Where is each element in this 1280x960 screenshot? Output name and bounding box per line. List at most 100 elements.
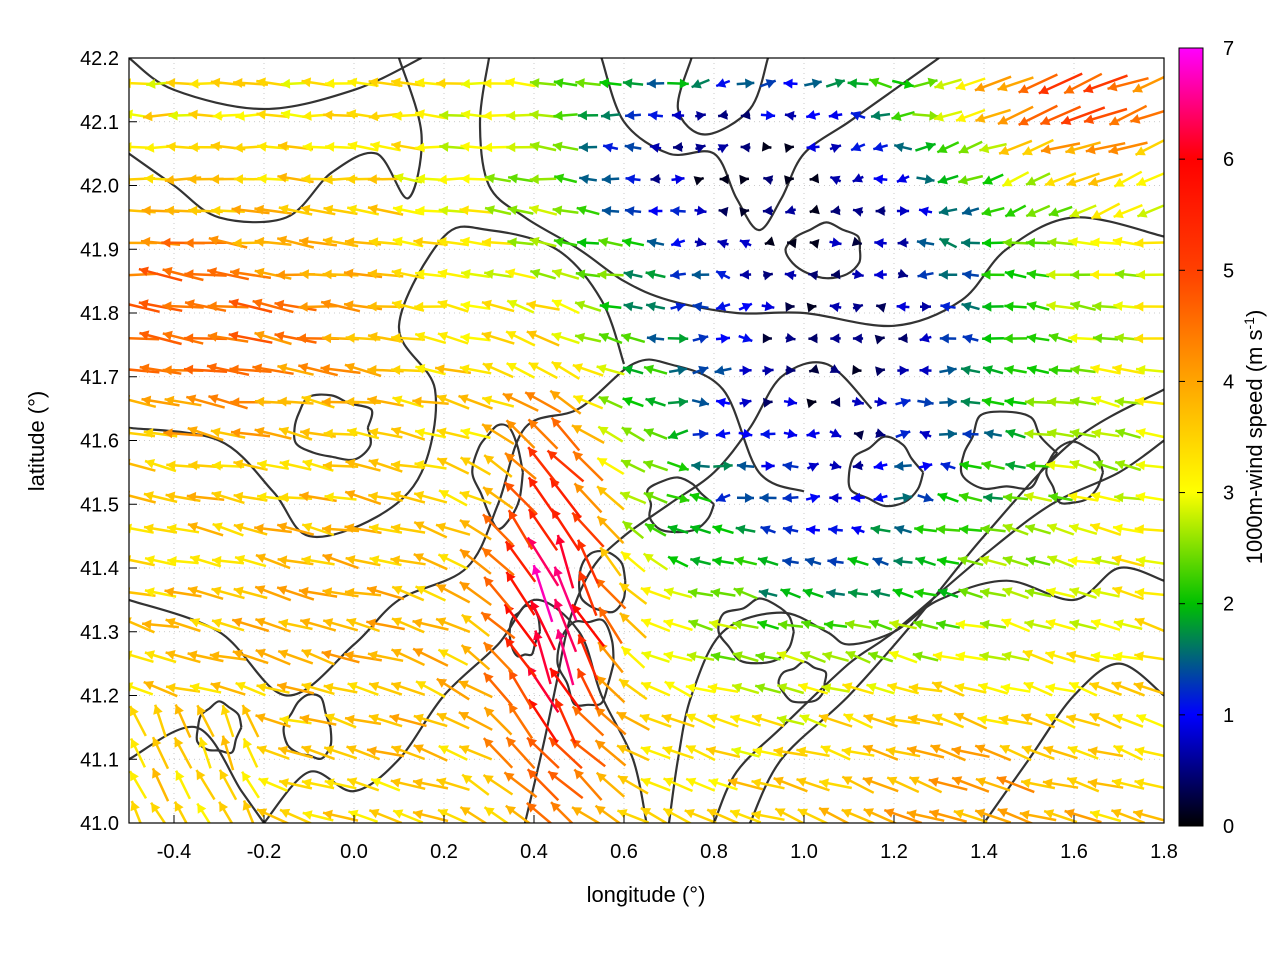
- wind-arrow: [1111, 586, 1145, 601]
- wind-arrow: [209, 651, 247, 661]
- wind-arrow: [694, 111, 707, 121]
- wind-arrow: [1135, 364, 1164, 375]
- wind-arrow: [1135, 714, 1164, 728]
- wind-arrow: [555, 629, 575, 686]
- wind-arrow: [187, 586, 224, 600]
- wind-arrow: [571, 424, 605, 444]
- wind-arrow: [183, 364, 228, 375]
- wind-arrow: [784, 110, 797, 121]
- wind-arrow: [739, 207, 750, 217]
- y-tick-label: 41.8: [80, 303, 119, 325]
- wind-arrow: [413, 744, 448, 762]
- wind-arrow: [323, 682, 358, 694]
- wind-arrow: [553, 237, 578, 248]
- wind-arrow: [505, 571, 536, 616]
- wind-arrow: [393, 173, 423, 184]
- wind-arrow: [324, 492, 357, 503]
- wind-arrow: [715, 397, 731, 408]
- wind-arrow: [279, 459, 312, 471]
- wind-arrow: [274, 331, 317, 344]
- wind-arrow: [962, 429, 979, 440]
- wind-arrow: [554, 698, 577, 744]
- wind-arrow: [573, 482, 603, 514]
- wind-arrow: [414, 427, 447, 439]
- wind-arrow: [940, 301, 956, 312]
- wind-arrow: [300, 204, 336, 216]
- wind-arrow: [233, 459, 268, 472]
- wind-arrow: [129, 737, 147, 768]
- wind-arrow: [829, 460, 842, 471]
- wind-arrow: [829, 143, 842, 153]
- wind-arrow: [368, 458, 403, 473]
- wind-arrow: [718, 206, 729, 217]
- wind-arrow: [277, 363, 314, 376]
- wind-arrow: [506, 142, 535, 153]
- wind-arrow: [643, 428, 668, 440]
- wind-arrow: [981, 206, 1005, 217]
- colorbar-tick-label: 5: [1223, 260, 1234, 282]
- wind-arrow: [782, 461, 799, 472]
- wind-arrow: [666, 461, 690, 472]
- wind-arrow: [939, 397, 957, 408]
- wind-arrow: [301, 522, 335, 537]
- wind-arrow: [981, 396, 1005, 407]
- wind-arrow: [616, 711, 650, 731]
- x-tick-label: 1.0: [790, 841, 818, 863]
- wind-arrow: [575, 269, 601, 280]
- wind-arrow: [1133, 681, 1164, 695]
- wind-arrow: [852, 460, 864, 471]
- wind-arrow: [645, 269, 666, 280]
- wind-arrow: [1002, 492, 1029, 503]
- wind-arrow: [1135, 492, 1164, 502]
- wind-arrow: [598, 606, 623, 645]
- wind-arrow: [852, 364, 862, 375]
- wind-arrow: [323, 428, 358, 439]
- wind-arrow: [367, 650, 404, 663]
- wind-arrow: [732, 619, 759, 630]
- wind-arrow: [504, 452, 537, 480]
- wind-arrow: [256, 745, 290, 760]
- wind-arrow: [913, 77, 938, 88]
- wind-arrow: [320, 364, 361, 375]
- wind-arrow: [599, 546, 622, 577]
- wind-arrow: [908, 776, 943, 794]
- wind-arrow: [187, 426, 224, 442]
- wind-arrow: [686, 651, 715, 662]
- wind-arrow: [189, 554, 222, 568]
- wind-arrow: [529, 600, 557, 651]
- wind-arrow: [616, 744, 650, 762]
- wind-arrow: [706, 808, 740, 823]
- wind-arrow: [551, 332, 580, 345]
- wind-arrow: [577, 237, 599, 248]
- wind-arrow: [233, 491, 268, 502]
- wind-arrow: [1090, 651, 1121, 662]
- wind-arrow: [800, 651, 826, 664]
- wind-arrow: [229, 268, 272, 280]
- wind-arrow: [647, 110, 664, 121]
- wind-arrow: [891, 79, 915, 89]
- wind-arrow: [649, 142, 662, 153]
- wind-arrow: [1115, 428, 1141, 439]
- wind-arrow: [933, 110, 963, 122]
- wind-arrow: [173, 801, 188, 823]
- wind-arrow: [759, 492, 777, 503]
- wind-arrow: [736, 461, 755, 471]
- wind-arrow: [959, 460, 982, 471]
- wind-arrow: [666, 493, 690, 504]
- wind-arrow: [1134, 617, 1164, 633]
- wind-arrow: [710, 588, 736, 598]
- wind-arrow: [570, 738, 606, 768]
- wind-arrow: [692, 301, 709, 312]
- wind-arrow: [415, 364, 446, 376]
- wind-arrow: [274, 299, 317, 312]
- wind-arrow: [1112, 523, 1144, 534]
- wind-arrow: [187, 522, 224, 537]
- wind-arrow: [552, 205, 579, 216]
- wind-arrow: [141, 395, 180, 407]
- wind-arrow: [806, 398, 817, 409]
- wind-arrow: [937, 174, 959, 185]
- wind-arrow: [254, 523, 292, 534]
- wind-arrow: [1025, 172, 1051, 186]
- wind-arrow: [739, 269, 752, 280]
- wind-arrow: [367, 204, 404, 216]
